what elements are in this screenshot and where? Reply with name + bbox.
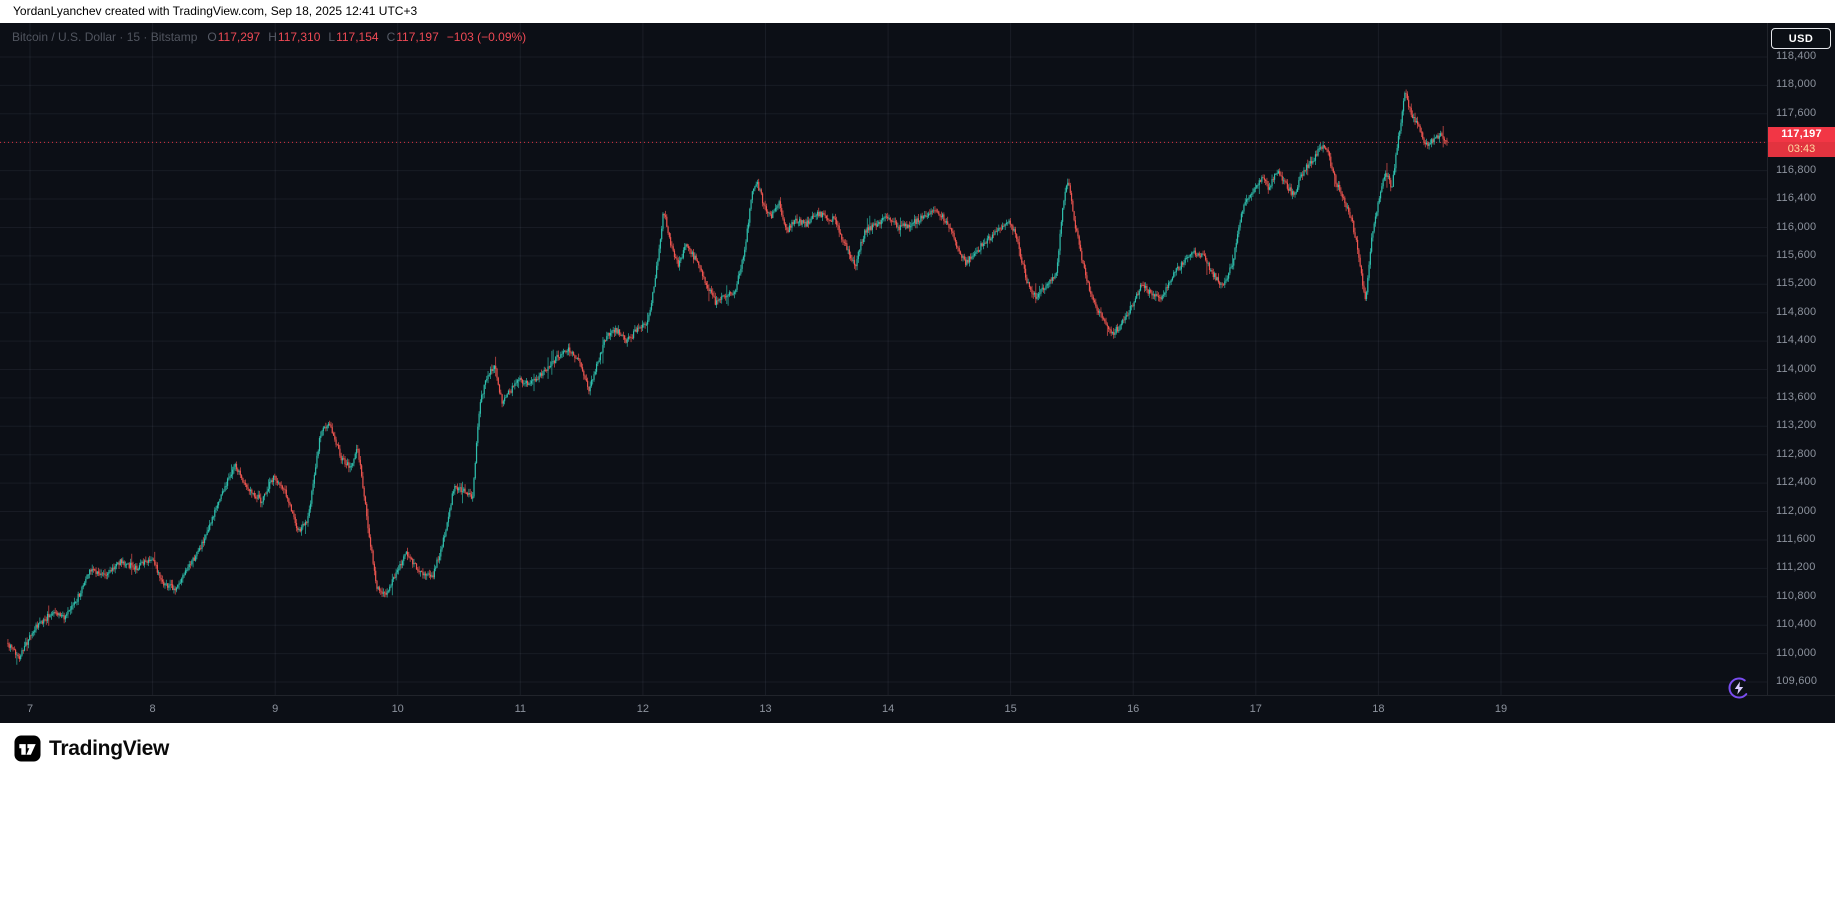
- price-tick-label: 111,200: [1776, 561, 1816, 574]
- close-value: 117,197: [396, 30, 439, 44]
- high-value: 117,310: [277, 30, 321, 44]
- price-tick-label: 115,200: [1776, 277, 1817, 290]
- down-candle-wicks: [7, 89, 1448, 662]
- footer: TradingView: [0, 723, 1835, 909]
- close-label: C: [386, 30, 396, 44]
- ohlc-open: O 117,297: [207, 30, 260, 44]
- ohlc-low: L 117,154: [328, 30, 378, 44]
- price-tick-label: 112,400: [1776, 476, 1817, 489]
- time-tick-label: 19: [1494, 703, 1508, 715]
- ohlc-close: C 117,197: [387, 30, 439, 44]
- price-tick-label: 110,000: [1776, 646, 1817, 659]
- time-tick-label: 8: [149, 703, 156, 715]
- price-tick-label: 114,000: [1776, 362, 1817, 375]
- low-value: 117,154: [336, 30, 379, 44]
- ohlc-high: H 117,310: [268, 30, 320, 44]
- price-tick-label: 116,000: [1776, 220, 1817, 233]
- currency-toggle-button[interactable]: USD: [1771, 28, 1831, 49]
- last-price-badge: 117,197 03:43: [1768, 127, 1835, 158]
- price-tick-label: 113,200: [1776, 419, 1817, 432]
- tradingview-logo-icon: [14, 735, 41, 762]
- price-tick-label: 118,000: [1776, 78, 1817, 91]
- lightning-icon: [1728, 677, 1750, 699]
- time-tick-label: 12: [636, 703, 650, 715]
- time-tick-label: 18: [1372, 703, 1385, 715]
- low-label: L: [328, 30, 336, 44]
- flash-status-icon[interactable]: [1727, 676, 1751, 700]
- brand-text: TradingView: [49, 736, 170, 760]
- change-value: −103 (−0.09%): [446, 30, 527, 44]
- price-tick-label: 113,600: [1776, 390, 1817, 403]
- time-tick-label: 7: [26, 703, 34, 715]
- high-label: H: [268, 30, 277, 44]
- price-tick-label: 114,800: [1776, 305, 1817, 318]
- up-candle-wicks: [10, 91, 1441, 665]
- last-price-value: 117,197: [1768, 127, 1835, 143]
- time-tick-label: 15: [1004, 703, 1017, 715]
- price-tick-label: 116,800: [1776, 163, 1817, 176]
- time-tick-label: 14: [881, 703, 895, 715]
- grid-vertical-lines: [29, 23, 1502, 695]
- tradingview-logo[interactable]: TradingView: [14, 735, 169, 762]
- open-label: O: [207, 30, 217, 44]
- candlestick-chart[interactable]: [0, 23, 1767, 695]
- time-axis[interactable]: 7 8 9 10 11 12 13 14 15 16 17 18 19: [0, 695, 1835, 723]
- price-tick-label: 109,600: [1776, 675, 1818, 687]
- grid-horizontal-lines: [0, 56, 1767, 683]
- open-value: 117,297: [217, 30, 261, 44]
- attribution-text: YordanLyanchev created with TradingView.…: [13, 4, 418, 18]
- price-tick-label: 110,400: [1776, 618, 1817, 631]
- price-tick-label: 112,000: [1776, 504, 1817, 517]
- down-candle-bodies: [7, 93, 1448, 659]
- time-tick-label: 17: [1249, 703, 1262, 715]
- time-tick-label: 16: [1127, 703, 1140, 715]
- bar-countdown: 03:43: [1768, 142, 1835, 158]
- price-tick-label: 114,400: [1776, 334, 1817, 347]
- price-tick-label: 115,600: [1776, 248, 1817, 261]
- price-tick-label: 118,400: [1776, 50, 1817, 62]
- price-tick-label: 110,800: [1776, 589, 1817, 602]
- price-tick-label: 112,800: [1776, 447, 1817, 460]
- symbol-title[interactable]: Bitcoin / U.S. Dollar · 15 · Bitstamp: [12, 30, 198, 44]
- price-tick-label: 116,400: [1776, 192, 1817, 204]
- time-tick-label: 13: [759, 703, 772, 715]
- time-tick-label: 9: [272, 703, 279, 715]
- time-tick-label: 11: [514, 703, 526, 715]
- attribution-bar: YordanLyanchev created with TradingView.…: [0, 0, 1835, 23]
- price-scale[interactable]: USD 109,600 110,000 110,400 110,800 111,200 1…: [1767, 23, 1835, 695]
- up-candle-bodies: [9, 93, 1442, 659]
- time-tick-label: 10: [391, 703, 404, 715]
- price-tick-label: 111,600: [1776, 533, 1816, 545]
- price-tick-label: 117,600: [1776, 106, 1817, 119]
